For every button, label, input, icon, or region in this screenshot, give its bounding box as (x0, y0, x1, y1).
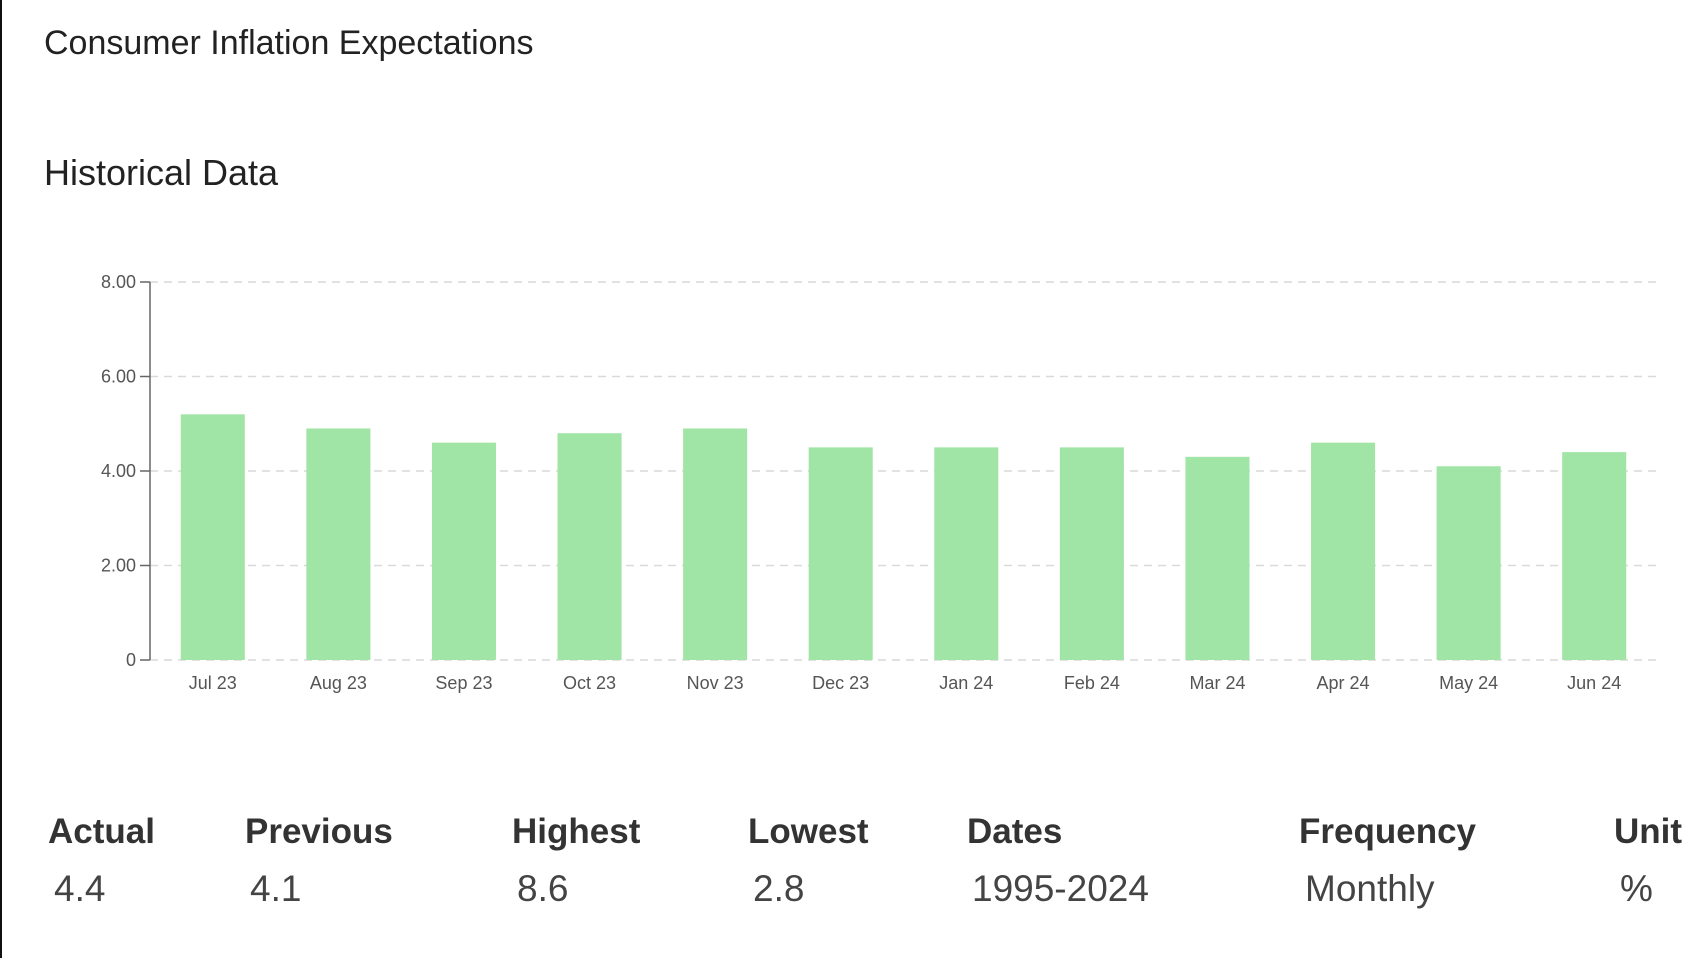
stat-lowest-label: Lowest (748, 812, 869, 851)
x-tick-label: Jun 24 (1567, 673, 1621, 693)
bar (306, 428, 371, 660)
x-tick-label: Nov 23 (687, 673, 744, 693)
x-tick-label: Oct 23 (563, 673, 616, 693)
stat-unit-label: Unit (1614, 812, 1683, 851)
stat-highest-value: 8.6 (517, 868, 569, 909)
bar (431, 442, 496, 660)
x-tick-label: Aug 23 (310, 673, 367, 693)
x-tick-label: Dec 23 (812, 673, 869, 693)
x-tick-label: May 24 (1439, 673, 1498, 693)
stat-frequency-value: Monthly (1305, 868, 1435, 909)
section-title: Historical Data (44, 152, 279, 193)
bar (557, 433, 622, 660)
bar (1562, 452, 1627, 660)
stat-unit-value: % (1620, 868, 1653, 909)
stat-lowest-value: 2.8 (753, 868, 805, 909)
y-tick-label: 4.00 (101, 461, 136, 481)
y-tick-label: 0 (126, 650, 136, 670)
bar-chart: 0 2.00 4.00 6.00 8.00 Jul 23 Aug 23 Sep 23 Oct 2… (101, 272, 1657, 693)
bar (180, 414, 245, 660)
x-tick-label: Mar 24 (1189, 673, 1245, 693)
bar (934, 447, 999, 660)
bar (1185, 456, 1250, 660)
stat-actual-label: Actual (48, 812, 155, 851)
x-tick-label: Sep 23 (435, 673, 492, 693)
page-title: Consumer Inflation Expectations (44, 24, 534, 62)
bar (1311, 442, 1376, 660)
x-tick-label: Jul 23 (189, 673, 237, 693)
stat-highest-label: Highest (512, 812, 641, 851)
x-tick-label: Jan 24 (939, 673, 993, 693)
y-tick-label: 6.00 (101, 367, 136, 387)
bar (1436, 466, 1501, 660)
stat-dates-label: Dates (967, 812, 1063, 851)
x-tick-label: Feb 24 (1064, 673, 1120, 693)
bar (683, 428, 748, 660)
bar (1059, 447, 1124, 660)
y-tick-label: 8.00 (101, 272, 136, 292)
stat-previous-label: Previous (245, 812, 393, 851)
y-tick-label: 2.00 (101, 556, 136, 576)
x-tick-label: Apr 24 (1317, 673, 1370, 693)
stat-actual-value: 4.4 (54, 868, 106, 909)
bar (808, 447, 873, 660)
stat-frequency-label: Frequency (1299, 812, 1476, 851)
stat-previous-value: 4.1 (250, 868, 302, 909)
stat-dates-value: 1995-2024 (972, 868, 1149, 909)
